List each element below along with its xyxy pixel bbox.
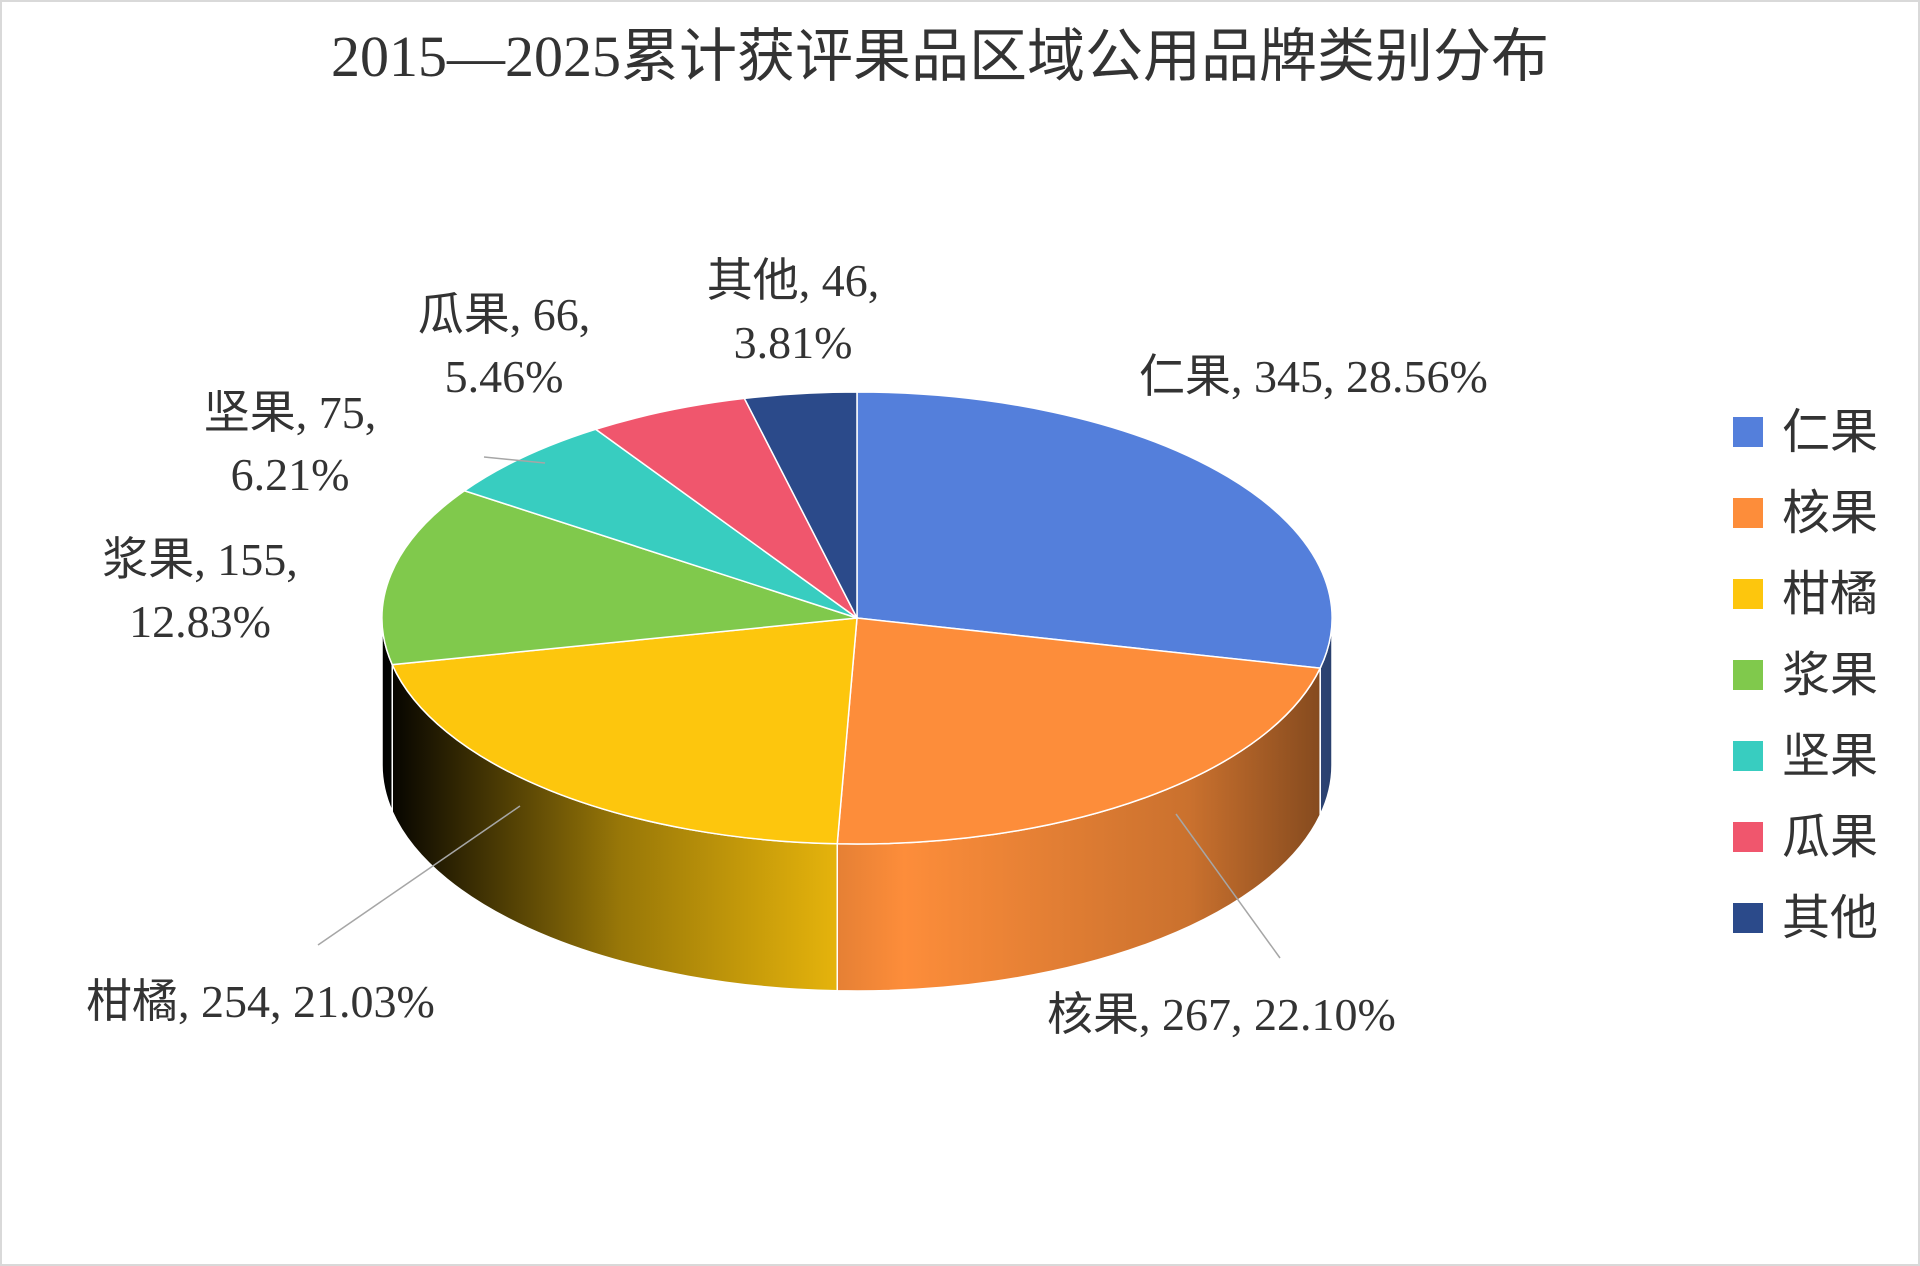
slice bbox=[391, 617, 858, 845]
data-label-line: 其他, 46, bbox=[707, 255, 880, 306]
legend-label: 柑橘 bbox=[1782, 568, 1878, 621]
data-label: 柑橘, 254, 21.03% bbox=[86, 976, 435, 1027]
data-label-line: 仁果, 345, 28.56% bbox=[1139, 351, 1488, 402]
slice bbox=[856, 391, 1333, 669]
legend-label: 核果 bbox=[1782, 487, 1878, 540]
legend-swatch bbox=[1733, 741, 1763, 771]
data-label-line: 坚果, 75, bbox=[204, 387, 377, 438]
leader-line bbox=[1175, 813, 1281, 959]
legend-swatch bbox=[1733, 660, 1763, 690]
legend-swatch bbox=[1733, 579, 1763, 609]
data-label-line: 12.83% bbox=[129, 596, 271, 647]
data-label-line: 瓜果, 66, bbox=[418, 289, 591, 340]
data-label-line: 核果, 267, 22.10% bbox=[1047, 989, 1396, 1040]
data-label-line: 浆果, 155, bbox=[102, 534, 298, 585]
pie bbox=[381, 391, 1333, 992]
data-label-line: 5.46% bbox=[445, 351, 564, 402]
data-label: 仁果, 345, 28.56% bbox=[1139, 351, 1488, 402]
data-labels: 仁果, 345, 28.56% 核果, 267, 22.10% 柑橘, 254, 2… bbox=[86, 255, 1488, 1040]
data-label: 浆果, 155, 12.83% bbox=[102, 534, 298, 647]
data-label: 瓜果, 66, 5.46% bbox=[418, 289, 591, 402]
data-label: 其他, 46, 3.81% bbox=[707, 255, 880, 368]
slice bbox=[743, 391, 858, 619]
leader-lines bbox=[317, 456, 1281, 959]
legend-label: 仁果 bbox=[1782, 406, 1878, 459]
legend-swatch bbox=[1733, 498, 1763, 528]
slice bbox=[462, 428, 858, 619]
chart-title: 2015—2025累计获评果品区域公用品牌类别分布 bbox=[331, 24, 1549, 89]
data-label-line: 6.21% bbox=[231, 449, 350, 500]
leader-line bbox=[483, 456, 546, 464]
data-label: 核果, 267, 22.10% bbox=[1047, 989, 1396, 1040]
slice bbox=[381, 489, 858, 666]
leader-line bbox=[317, 805, 521, 946]
legend-swatch bbox=[1733, 903, 1763, 933]
slice bbox=[594, 397, 858, 619]
data-label: 坚果, 75, 6.21% bbox=[204, 387, 377, 500]
legend-swatch bbox=[1733, 822, 1763, 852]
legend-label: 坚果 bbox=[1782, 730, 1878, 783]
legend-label: 浆果 bbox=[1782, 649, 1878, 702]
legend-label: 其他 bbox=[1782, 892, 1878, 945]
legend-swatch bbox=[1733, 417, 1763, 447]
data-label-line: 柑橘, 254, 21.03% bbox=[86, 976, 435, 1027]
legend-label: 瓜果 bbox=[1782, 811, 1878, 864]
slice bbox=[836, 617, 1322, 845]
data-label-line: 3.81% bbox=[734, 317, 853, 368]
